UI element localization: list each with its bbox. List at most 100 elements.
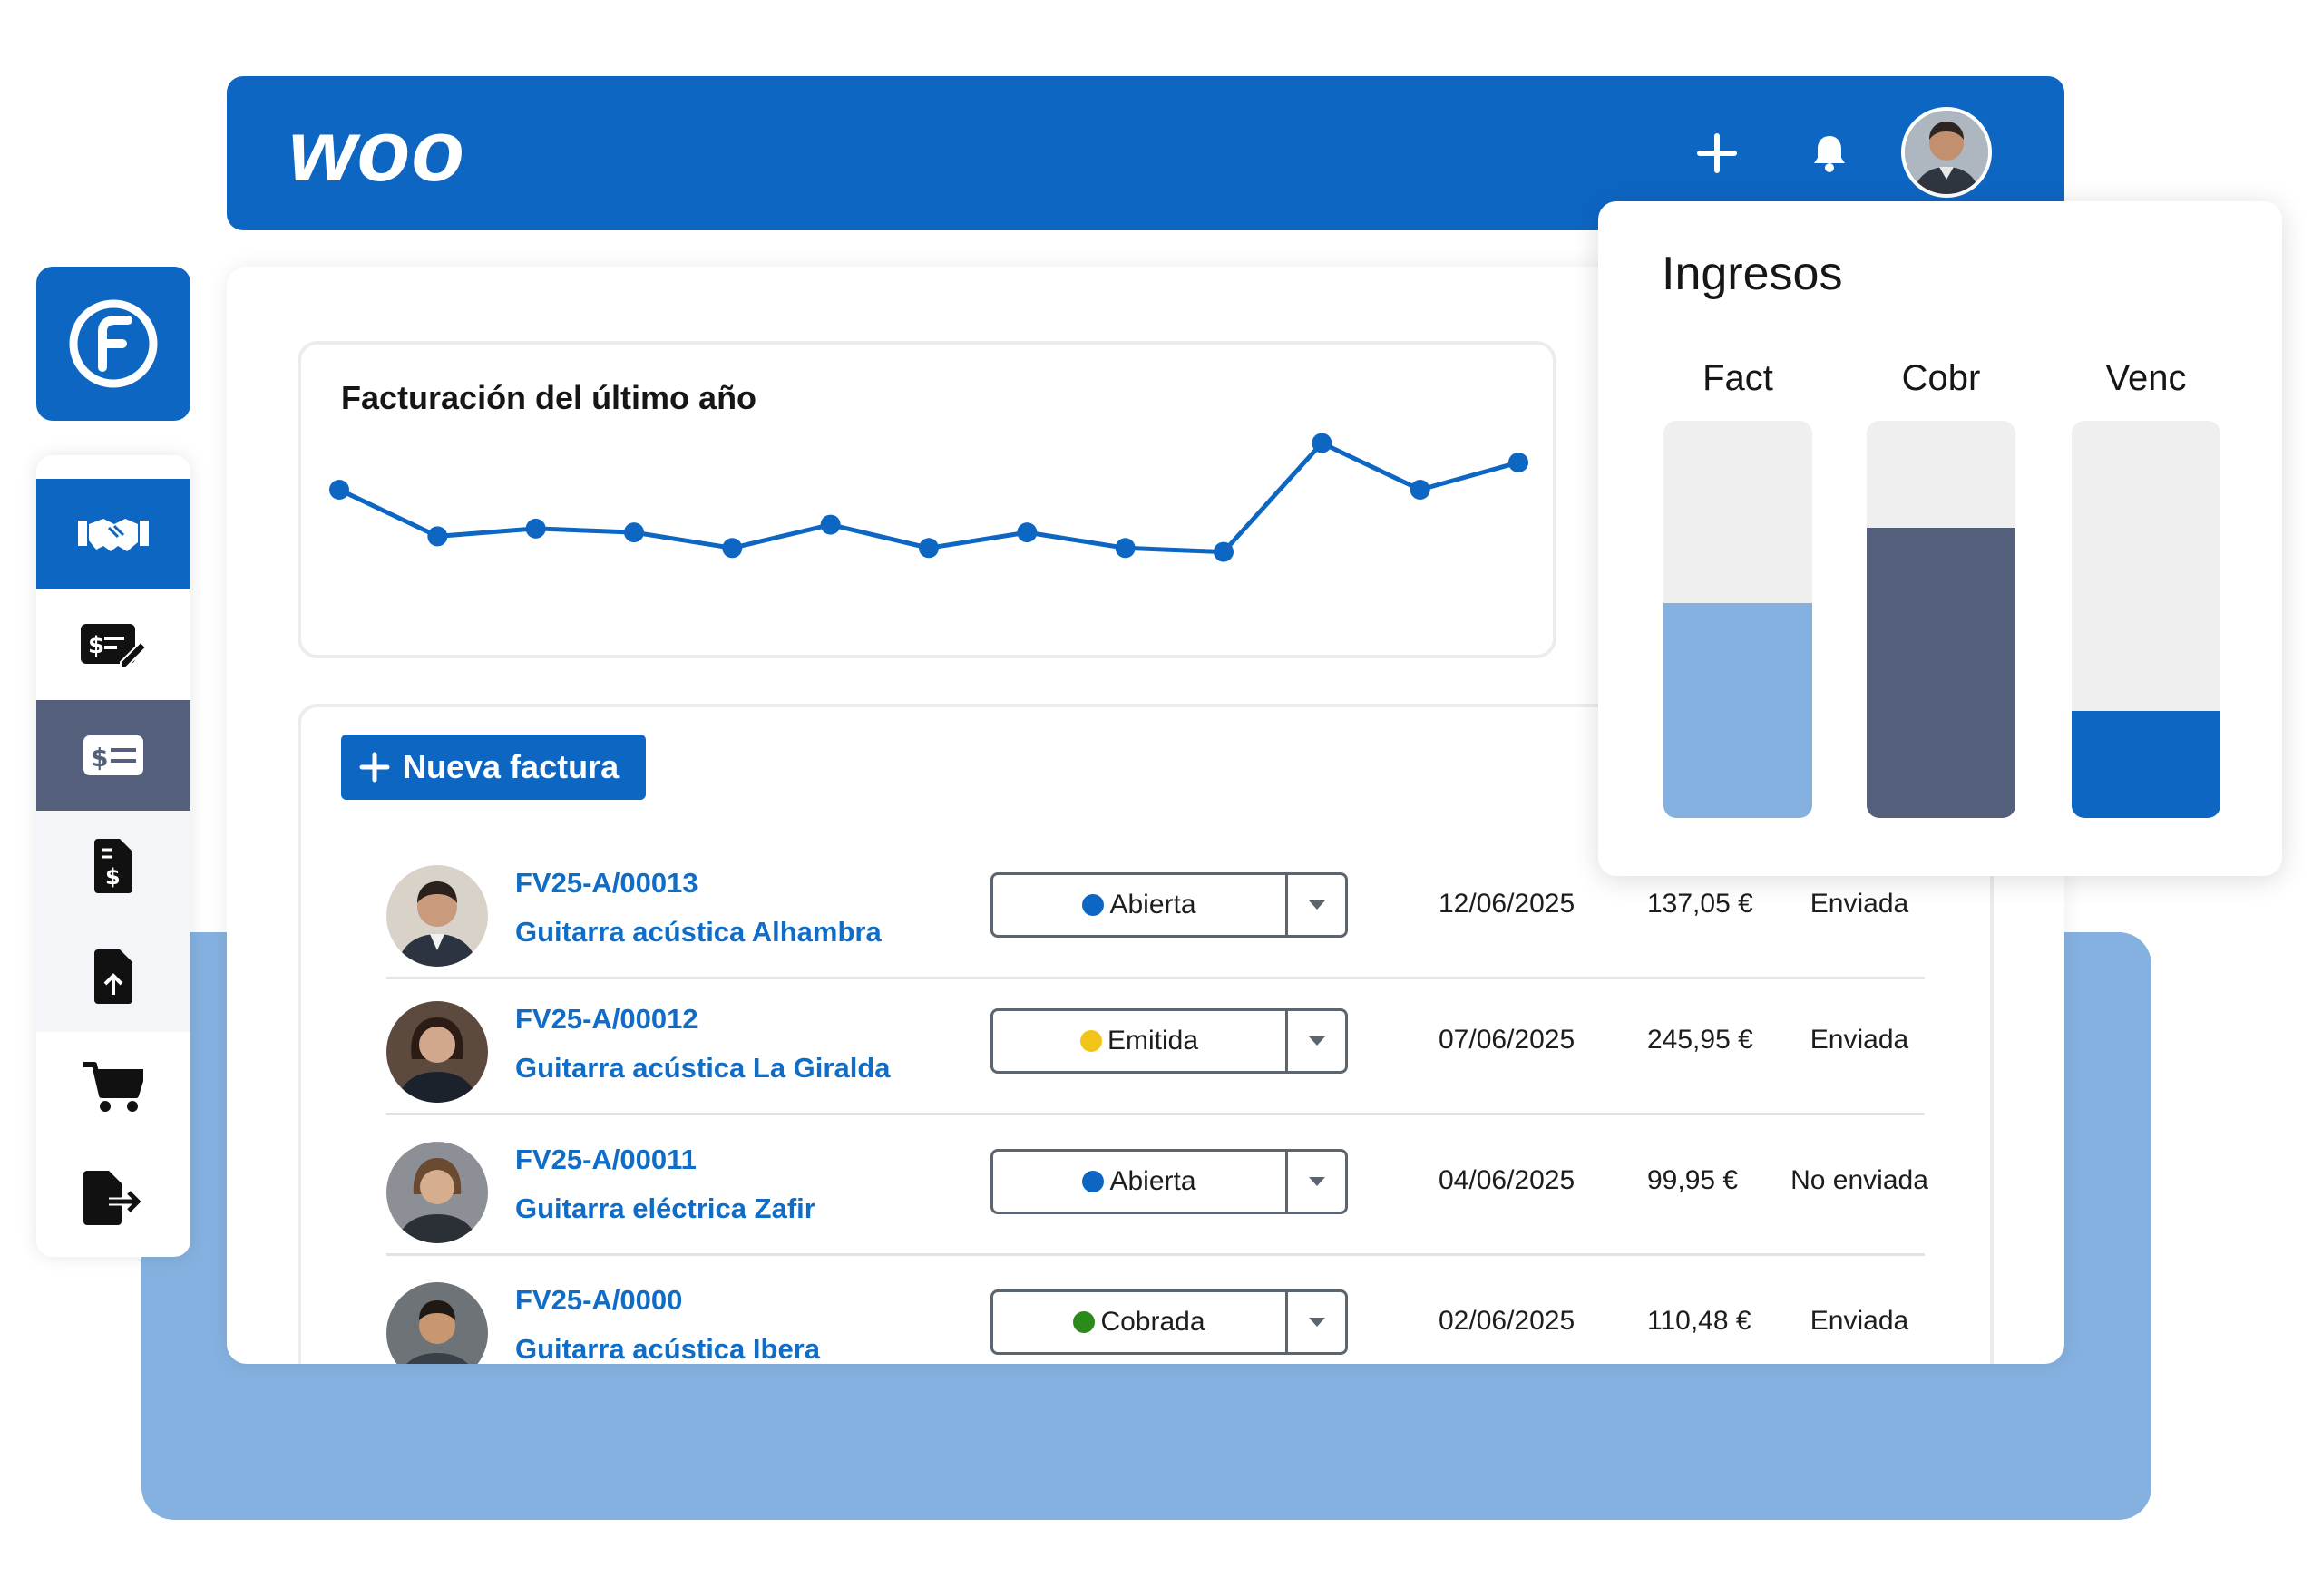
data-point[interactable] [722,538,743,559]
invoice-list-icon: $ [83,735,143,775]
data-point[interactable] [919,538,939,559]
caret-down-icon[interactable] [1285,1011,1345,1071]
document-dollar-icon: $ [94,839,132,893]
plus-icon [359,752,390,783]
user-avatar[interactable] [1901,107,1992,198]
data-point[interactable] [1312,433,1332,453]
sent-status: Enviada [1810,889,1909,919]
invoice-code[interactable]: FV25-A/00011 [515,1143,697,1175]
svg-text:$: $ [105,864,121,890]
row-divider [386,1113,1925,1115]
invoice-row[interactable]: FV25-A/00012 Guitarra acústica La Girald… [386,979,1925,1115]
series-line [337,441,1519,555]
sidebar-item-export[interactable] [36,1143,190,1253]
invoice-code[interactable]: FV25-A/0000 [515,1284,683,1316]
invoice-amount: 99,95 € [1647,1165,1739,1195]
invoice-row[interactable]: FV25-A/00013 Guitarra acústica Alhambra … [386,843,1925,979]
bar-column: Cobr [1867,355,2015,818]
sidebar-item-deals[interactable] [36,479,190,589]
invoice-amount: 110,48 € [1647,1306,1751,1336]
invoice-description[interactable]: Guitarra acústica La Giralda [515,1052,891,1084]
bar-track [2072,421,2220,818]
status-dropdown[interactable]: Abierta [990,872,1348,938]
data-point[interactable] [820,514,841,535]
data-point[interactable] [1017,522,1038,543]
brand-logo-button[interactable] [36,267,190,421]
caret-down-icon[interactable] [1285,1292,1345,1352]
sent-status: Enviada [1810,1306,1909,1336]
invoice-row[interactable]: FV25-A/00011 Guitarra eléctrica Zafir Ab… [386,1120,1928,1256]
invoice-code[interactable]: FV25-A/00012 [515,1003,698,1035]
svg-text:$: $ [91,743,108,773]
invoice-date: 02/06/2025 [1439,1306,1576,1336]
status-dot [1082,894,1105,916]
status-dropdown[interactable]: Emitida [990,1008,1348,1074]
sidebar-item-receipts[interactable]: $ [36,811,190,921]
sidebar-nav: $ $ $ [36,455,190,1257]
bar-label-venc: Venc [2105,358,2187,398]
income-title: Ingresos [1662,248,1843,300]
invoice-edit-icon: $ [81,624,148,668]
sidebar-item-invoices[interactable]: $ [36,700,190,811]
invoice-row[interactable]: FV25-A/0000 Guitarra acústica Ibera Cobr… [386,1260,1925,1364]
bar-column: Fact [1663,355,1812,818]
data-point[interactable] [1508,453,1528,472]
sidebar-item-quotes[interactable]: $ [36,589,190,700]
data-point[interactable] [329,480,349,500]
status-dropdown[interactable]: Cobrada [990,1289,1348,1355]
bell-icon [1814,136,1845,172]
bar-column: Venc [2072,355,2220,818]
row-divider [386,977,1925,979]
invoice-description[interactable]: Guitarra acústica Alhambra [515,916,882,948]
data-point[interactable] [427,526,448,547]
data-point[interactable] [1214,541,1234,562]
bar-track [1867,421,2015,818]
sidebar-item-uploads[interactable] [36,921,190,1032]
revenue-chart-card: Facturación del último año [298,341,1556,658]
invoice-date: 07/06/2025 [1439,1025,1576,1055]
caret-down-icon[interactable] [1285,875,1345,935]
chart-title: Facturación del último año [341,379,757,416]
data-point[interactable] [624,522,644,543]
client-avatar [386,1001,488,1103]
sidebar-item-purchases[interactable] [36,1032,190,1143]
plus-icon [1697,133,1737,173]
status-dot [1073,1311,1096,1333]
status-label: Emitida [1107,1026,1199,1056]
invoice-description[interactable]: Guitarra acústica Ibera [515,1333,820,1364]
bar-venc [2072,710,2220,818]
sent-status: Enviada [1810,1025,1909,1055]
f-circle-logo-icon [69,299,158,388]
data-point[interactable] [1115,538,1136,559]
caret-down-icon[interactable] [1285,1152,1345,1212]
bar-fact [1663,603,1812,818]
data-point[interactable] [1410,480,1430,500]
status-label: Abierta [1109,890,1196,920]
invoice-description[interactable]: Guitarra eléctrica Zafir [515,1192,815,1224]
invoice-date: 12/06/2025 [1439,889,1576,919]
revenue-line-chart [329,433,1528,562]
status-dot [1079,1030,1102,1052]
new-invoice-button[interactable]: Nueva factura [341,735,646,800]
invoice-amount: 137,05 € [1647,889,1753,919]
bar-cobr [1867,528,2015,818]
status-label: Cobrada [1100,1307,1205,1337]
invoice-code[interactable]: FV25-A/00013 [515,867,698,899]
status-dropdown[interactable]: Abierta [990,1149,1348,1214]
data-point[interactable] [525,518,546,539]
client-avatar [386,1282,488,1364]
invoice-list-card: Nueva factura FV25-A/00013 Guitarra acús… [298,704,1994,1364]
bar-label-cobr: Cobr [1901,358,1981,398]
bar-label-fact: Fact [1702,358,1773,398]
status-label: Abierta [1109,1166,1196,1196]
invoice-date: 04/06/2025 [1439,1165,1576,1195]
invoice-amount: 245,95 € [1647,1025,1753,1055]
add-button[interactable] [1683,120,1751,187]
cart-icon [83,1062,143,1112]
notifications-button[interactable] [1796,120,1863,187]
export-icon [83,1171,144,1225]
bar-track [1663,421,1812,818]
app-logo[interactable]: woo [288,102,465,200]
client-avatar [386,865,488,967]
handshake-icon [78,519,149,551]
